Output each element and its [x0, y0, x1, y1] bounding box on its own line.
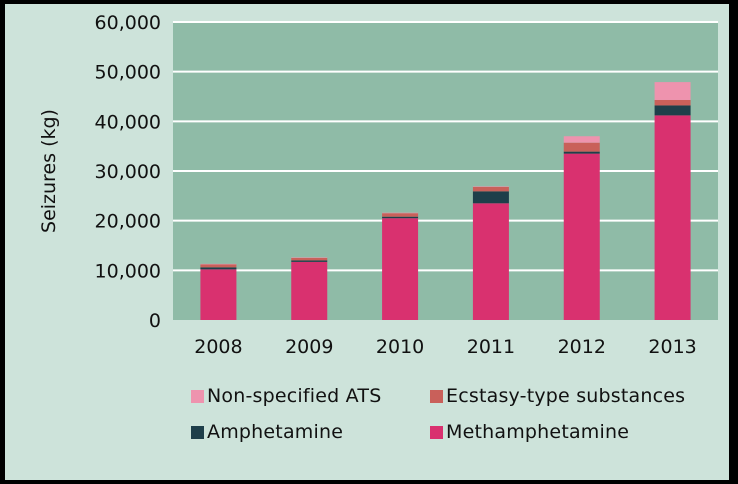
legend-swatch-methamphetamine [430, 425, 443, 439]
x-tick-label: 2012 [558, 336, 606, 358]
bar-segment-methamphetamine-2013 [654, 115, 691, 320]
x-tick-label: 2013 [648, 336, 696, 358]
bar-segment-methamphetamine-2010 [382, 218, 419, 320]
legend-label-amphetamine: Amphetamine [207, 421, 344, 443]
y-tick-label: 40,000 [95, 111, 161, 133]
legend-item-non-specified-ats: Non-specified ATS [191, 385, 381, 407]
bar-segment-non-specified-ats-2013 [654, 82, 691, 100]
y-tick-label: 20,000 [95, 211, 161, 233]
x-tick-label: 2011 [467, 336, 515, 358]
bar-segment-non-specified-ats-2012 [563, 136, 600, 143]
y-tick-label: 30,000 [95, 161, 161, 183]
stacked-bar-chart: 0 10,000 20,000 30,000 40,000 50,000 60,000 20… [38, 12, 718, 358]
bar-segment-methamphetamine-2008 [200, 269, 237, 320]
y-tick-labels: 0 10,000 20,000 30,000 40,000 50,000 60,000 [95, 12, 161, 332]
y-tick-label: 50,000 [95, 62, 161, 84]
bar-segment-methamphetamine-2011 [472, 203, 509, 320]
x-tick-label: 2008 [194, 336, 242, 358]
gridlines [173, 21, 718, 272]
bar-segment-methamphetamine-2012 [563, 153, 600, 320]
bar-segment-amphetamine-2011 [472, 191, 509, 204]
bar-segment-amphetamine-2009 [291, 260, 328, 262]
legend-item-ecstasy: Ecstasy-type substances [430, 385, 685, 407]
legend-item-amphetamine: Amphetamine [191, 421, 343, 443]
bar-segment-ecstasy-type-substances-2009 [291, 257, 328, 261]
x-tick-labels: 2008 2009 2010 2011 2012 2013 [194, 336, 697, 358]
bar-segment-methamphetamine-2009 [291, 261, 328, 320]
legend-swatch-non-specified-ats [191, 389, 204, 403]
bar-segment-ecstasy-type-substances-2011 [472, 186, 509, 192]
legend-label-ecstasy: Ecstasy-type substances [446, 385, 686, 407]
bars [200, 82, 691, 320]
bar-segment-amphetamine-2010 [382, 216, 419, 219]
bar-segment-amphetamine-2008 [200, 267, 237, 270]
x-tick-label: 2010 [376, 336, 424, 358]
legend-item-methamphetamine: Methamphetamine [430, 421, 629, 443]
chart-panel: 0 10,000 20,000 30,000 40,000 50,000 60,000 20… [5, 4, 729, 480]
bar-segment-amphetamine-2013 [654, 105, 691, 116]
y-tick-label: 0 [149, 310, 161, 332]
bar-segment-amphetamine-2012 [563, 151, 600, 154]
y-tick-label: 10,000 [95, 260, 161, 282]
bar-segment-ecstasy-type-substances-2012 [563, 142, 600, 152]
legend-label-methamphetamine: Methamphetamine [446, 421, 630, 443]
bar-segment-ecstasy-type-substances-2013 [654, 99, 691, 106]
legend-swatch-ecstasy [430, 389, 443, 403]
x-tick-label: 2009 [285, 336, 333, 358]
bar-segment-ecstasy-type-substances-2010 [382, 213, 419, 217]
y-axis-label: Seizures (kg) [38, 109, 60, 233]
legend-label-non-specified-ats: Non-specified ATS [207, 385, 382, 407]
bar-segment-ecstasy-type-substances-2008 [200, 264, 237, 268]
y-tick-label: 60,000 [95, 12, 161, 34]
legend-swatch-amphetamine [191, 425, 204, 439]
